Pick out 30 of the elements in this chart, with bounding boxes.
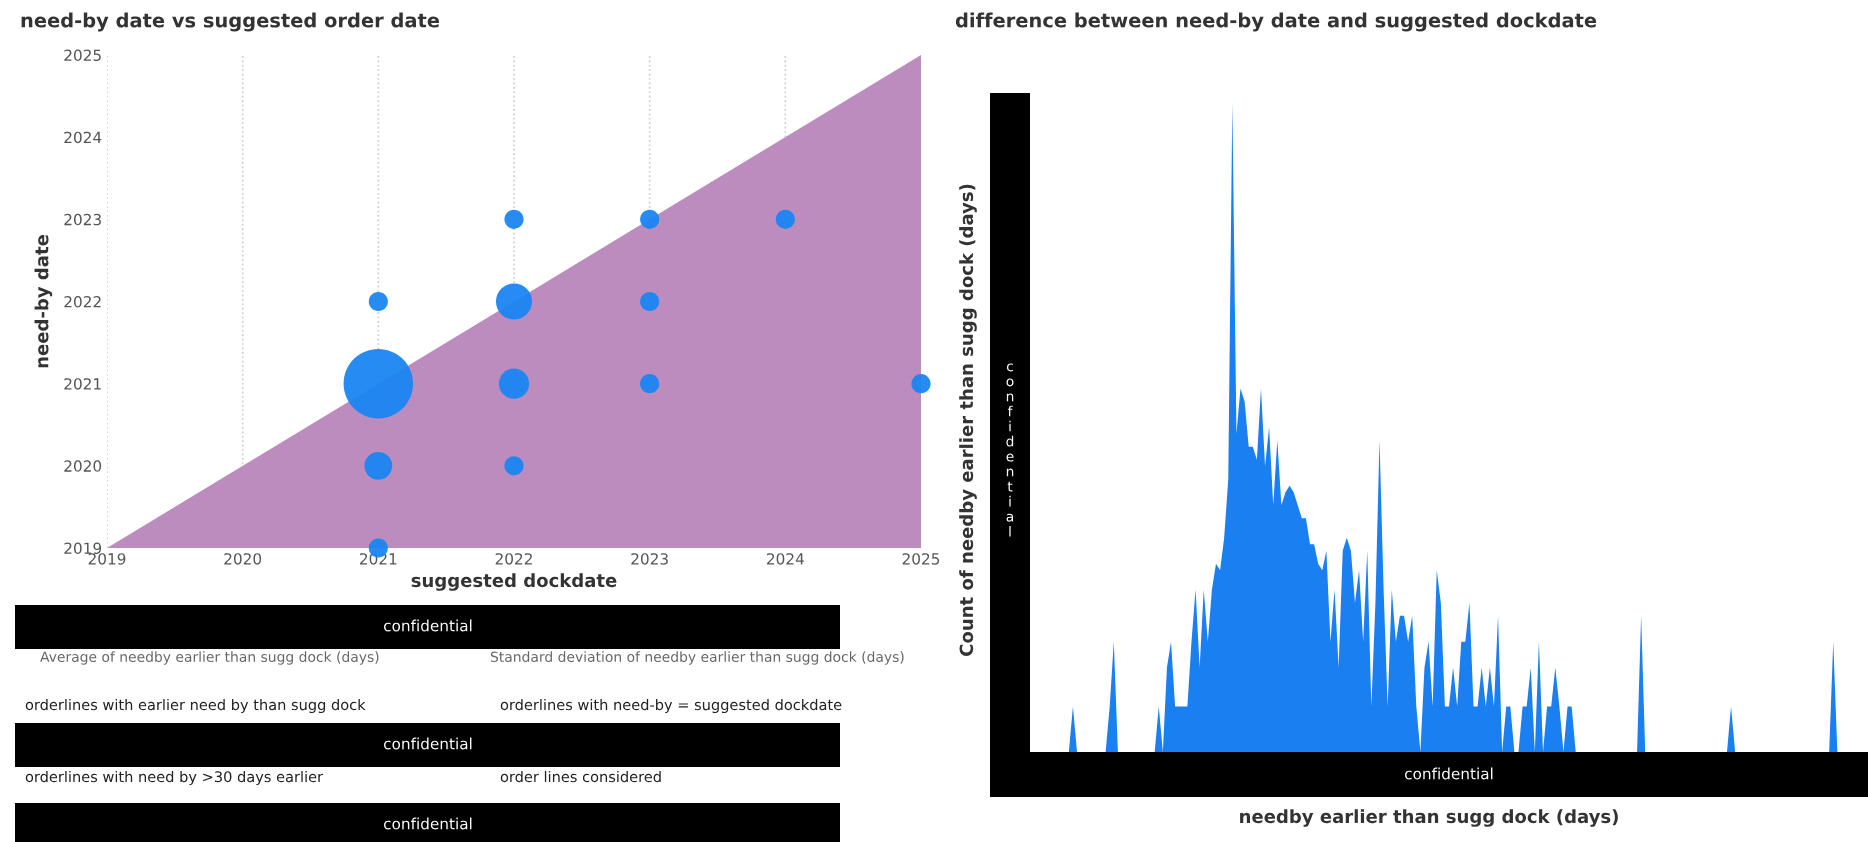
y-tick-label: 2021	[64, 378, 101, 390]
x-tick-label: 2022	[495, 553, 532, 565]
y-tick-label: 2022	[64, 295, 101, 308]
text: orderlines with earlier need by than sugg dock	[25, 698, 366, 714]
x-axis-title: suggested dockdate	[411, 573, 617, 591]
y-axis-title: need-by date	[34, 235, 53, 368]
x-tick-label: 2025	[902, 553, 940, 565]
y-axis-title: Count of needby earlier than sugg dock (days)	[959, 184, 977, 656]
y-tick-label: 2024	[64, 131, 102, 144]
x-tick-label: 2020	[224, 553, 262, 565]
text: orderlines with need by >30 days earlier	[25, 770, 324, 786]
text: confidential	[384, 737, 472, 750]
text: confidential	[1405, 767, 1493, 780]
x-tick-label: 2021	[360, 553, 397, 565]
y-tick-label: 2023	[64, 213, 101, 226]
text: confidential	[384, 619, 472, 632]
text: orderlines with need-by = suggested dockdate	[500, 698, 842, 714]
text: confidential	[1006, 363, 1014, 537]
x-tick-label: 2019	[88, 553, 126, 565]
chart-title: difference between need-by date and suggested dockdate	[955, 12, 1597, 32]
text: order lines considered	[500, 770, 661, 783]
chart-title: need-by date vs suggested order date	[21, 12, 440, 32]
y-tick-label: 2020	[64, 460, 102, 472]
x-tick-label: 2024	[767, 553, 804, 565]
x-axis-title: needby earlier than sugg dock (days)	[1240, 809, 1618, 827]
text: Average of needby earlier than sugg dock (days)	[40, 651, 379, 665]
x-tick-label: 2023	[631, 553, 668, 565]
text: Standard deviation of needby earlier than sugg dock (days)	[490, 651, 904, 665]
text: confidential	[384, 817, 472, 830]
y-tick-label: 2025	[64, 49, 101, 62]
